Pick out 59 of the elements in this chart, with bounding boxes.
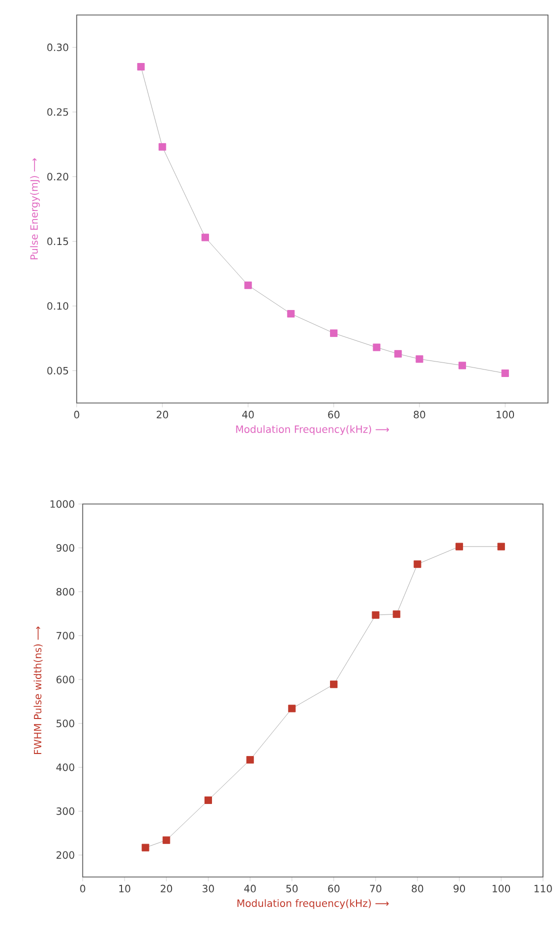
y-axis-title: Pulse Energy(mJ) ⟶ xyxy=(30,158,40,260)
point xyxy=(142,844,150,852)
x-tick-label: 50 xyxy=(286,884,298,892)
point xyxy=(287,310,295,318)
point xyxy=(246,756,254,764)
point xyxy=(137,62,145,70)
x-tick-label: 40 xyxy=(242,410,254,418)
y-tick-label: 0.20 xyxy=(47,172,68,180)
point xyxy=(394,350,402,358)
point xyxy=(330,680,338,688)
y-tick-label: 600 xyxy=(56,676,74,684)
y-tick-label: 0.30 xyxy=(47,44,68,52)
point xyxy=(456,542,464,550)
x-axis-title: Modulation Frequency(kHz) ⟶ xyxy=(236,425,389,435)
x-tick-label: 90 xyxy=(454,884,466,892)
point xyxy=(201,234,209,242)
y-tick-label: 900 xyxy=(56,544,74,552)
x-axis-title: Modulation frequency(kHz) ⟶ xyxy=(237,899,389,909)
x-tick-label: 80 xyxy=(414,410,426,418)
x-tick-label: 10 xyxy=(119,884,130,892)
point xyxy=(392,610,400,618)
point xyxy=(416,355,424,363)
point xyxy=(372,611,380,619)
point xyxy=(244,282,252,290)
y-tick-label: 300 xyxy=(56,807,74,815)
point xyxy=(372,344,380,352)
x-tick-label: 80 xyxy=(412,884,424,892)
y-tick-label: 0.10 xyxy=(47,302,68,310)
y-tick-label: 0.15 xyxy=(47,238,68,246)
point xyxy=(204,796,212,804)
x-tick-label: 110 xyxy=(534,884,552,892)
x-tick-label: 60 xyxy=(328,884,340,892)
y-tick-label: 200 xyxy=(56,851,74,859)
x-tick-label: 20 xyxy=(160,884,172,892)
x-tick-label: 60 xyxy=(328,410,340,418)
point xyxy=(458,362,466,370)
point xyxy=(501,370,509,377)
point xyxy=(162,836,170,844)
point xyxy=(330,329,338,337)
x-tick-label: 100 xyxy=(496,410,514,418)
y-tick-label: 0.25 xyxy=(47,108,68,116)
x-tick-label: 0 xyxy=(80,884,86,892)
x-tick-label: 40 xyxy=(244,884,256,892)
point xyxy=(497,542,505,550)
x-tick-label: 20 xyxy=(156,410,168,418)
x-tick-label: 70 xyxy=(370,884,382,892)
x-tick-label: 0 xyxy=(74,410,80,418)
y-tick-label: 500 xyxy=(56,720,74,728)
y-tick-label: 700 xyxy=(56,632,74,640)
y-axis-title: FWHM Pulse width(ns) ⟶ xyxy=(34,626,43,754)
point xyxy=(288,704,296,712)
point xyxy=(158,143,166,151)
x-tick-label: 100 xyxy=(492,884,510,892)
point xyxy=(414,560,422,568)
y-tick-label: 800 xyxy=(56,588,74,596)
x-tick-label: 30 xyxy=(202,884,214,892)
y-tick-label: 400 xyxy=(56,763,74,772)
y-tick-label: 0.05 xyxy=(47,366,68,374)
y-tick-label: 1000 xyxy=(50,500,74,508)
